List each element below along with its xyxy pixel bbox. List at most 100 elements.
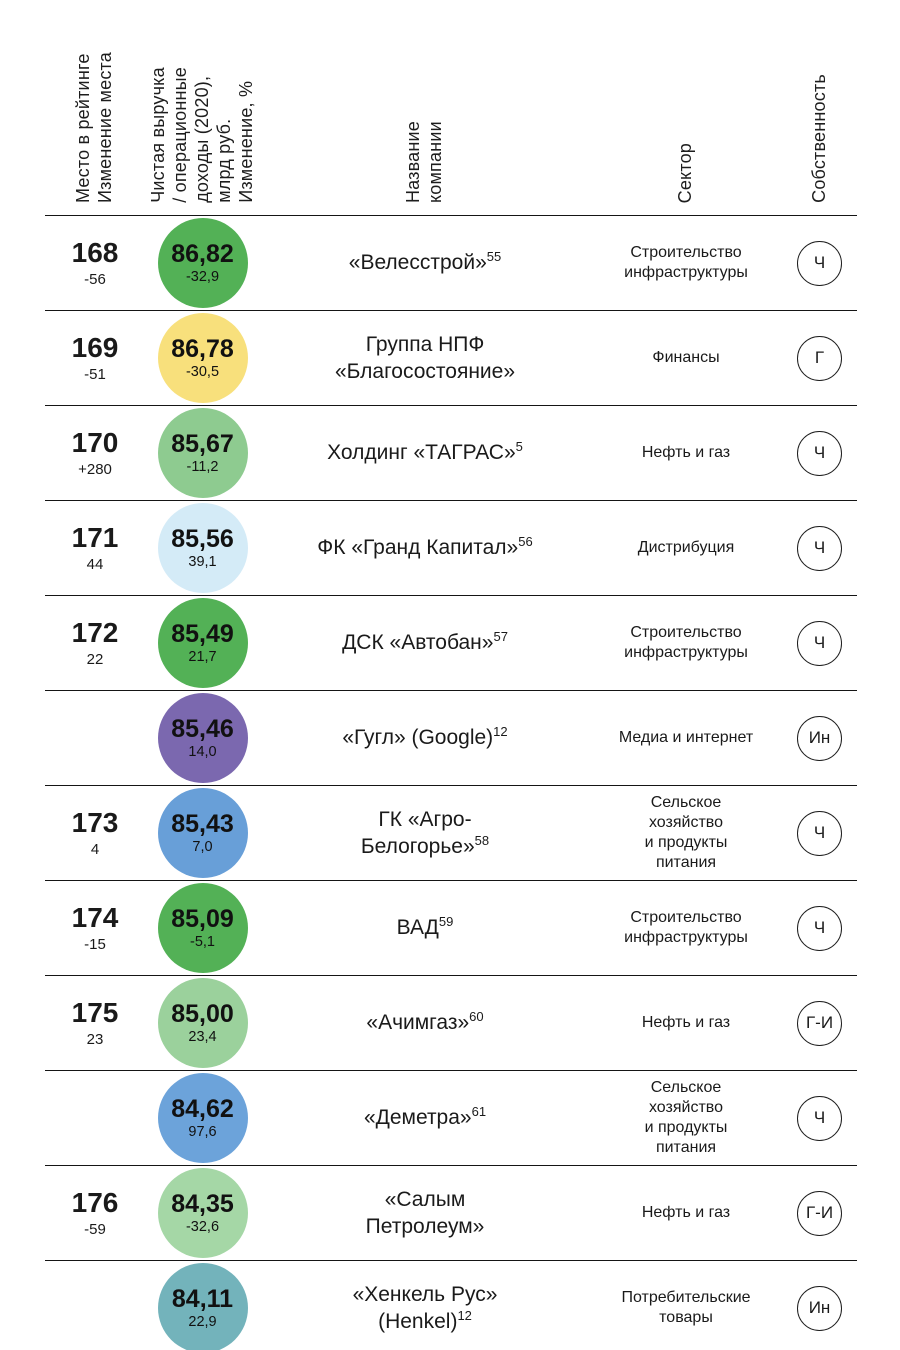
ownership-label: Ч: [813, 1108, 826, 1127]
ownership-label: Г: [814, 348, 825, 367]
sector-cell: Потребительские товары: [590, 1288, 782, 1328]
ownership-cell: Г: [782, 335, 857, 381]
company-cell: «Салым Петролеум»: [260, 1186, 590, 1241]
company-cell: «Хенкель Рус» (Henkel)12: [260, 1281, 590, 1336]
revenue-circle: 84,35 -32,6: [157, 1168, 248, 1258]
rank-change: +280: [78, 460, 112, 478]
sector-label: Потребительские товары: [621, 1289, 751, 1326]
company-footnote: 60: [469, 1009, 484, 1025]
ownership-cell: Ч: [782, 1095, 857, 1141]
revenue-cell: 85,67 -11,2: [145, 408, 260, 498]
revenue-change: 7,0: [192, 838, 213, 855]
sector-cell: Дистрибуция: [590, 538, 782, 558]
ownership-badge: Ч: [797, 240, 842, 286]
ownership-label: Г-И: [805, 1203, 834, 1222]
ownership-label: Ч: [813, 253, 826, 272]
revenue-cell: 84,11 22,9: [145, 1263, 260, 1350]
rank-value: 173: [71, 807, 119, 839]
company-name: ФК «Гранд Капитал»: [317, 536, 519, 560]
rank-cell: 175 23: [45, 997, 145, 1048]
company-footnote: 55: [486, 249, 502, 265]
ownership-badge: Г: [797, 335, 842, 381]
company-cell: «Велесстрой»55: [260, 249, 590, 276]
company-cell: «Гугл» (Google)12: [260, 724, 590, 751]
sector-cell: Медиа и интернет: [590, 728, 782, 748]
table-row: 84,62 97,6 «Деметра»61 Сельское хозяйств…: [45, 1070, 857, 1165]
company-cell: ВАД59: [260, 914, 590, 941]
company-footnote: 12: [457, 1308, 472, 1323]
revenue-cell: 86,82 -32,9: [145, 218, 260, 308]
sector-label: Строительство инфраструктуры: [624, 624, 748, 661]
company-name: «Гугл» (Google): [342, 726, 494, 750]
ownership-badge: Г-И: [797, 1190, 842, 1236]
revenue-change: 23,4: [188, 1028, 217, 1045]
rank-change: -15: [84, 935, 106, 953]
revenue-circle: 85,67 -11,2: [157, 408, 248, 498]
rank-value: 168: [71, 237, 119, 269]
revenue-value: 84,35: [171, 1190, 234, 1219]
revenue-circle: 85,00 23,4: [157, 978, 248, 1068]
company-cell: «Деметра»61: [260, 1104, 590, 1131]
sector-label: Медиа и интернет: [618, 729, 754, 746]
ownership-badge: Ч: [797, 1095, 842, 1141]
ownership-label: Ин: [808, 728, 831, 747]
sector-cell: Сельское хозяйство и продукты питания: [590, 1078, 782, 1158]
revenue-circle: 85,09 -5,1: [157, 883, 248, 973]
rank-change: 44: [86, 555, 104, 573]
company-footnote: 5: [515, 439, 523, 455]
revenue-value: 85,46: [171, 715, 234, 744]
table-row: 174 -15 85,09 -5,1 ВАД59 Строительство и…: [45, 880, 857, 975]
rank-change: -59: [84, 1220, 106, 1238]
revenue-circle: 86,78 -30,5: [157, 313, 248, 403]
rank-cell: [45, 1307, 145, 1310]
company-cell: ГК «Агро- Белогорье»58: [260, 806, 590, 861]
ownership-badge: Ч: [797, 525, 842, 571]
rank-value: 172: [71, 617, 119, 649]
rank-value: 175: [71, 997, 119, 1029]
header-rank-label: Место в рейтинге Изменение места: [73, 52, 115, 203]
rank-value: 176: [71, 1187, 119, 1219]
ownership-cell: Г-И: [782, 1000, 857, 1046]
revenue-change: 22,9: [188, 1313, 217, 1330]
company-name: Группа НПФ «Благосостояние»: [334, 332, 516, 383]
revenue-cell: 85,56 39,1: [145, 503, 260, 593]
header-cell-sector: Сектор: [590, 0, 782, 215]
revenue-value: 85,43: [171, 810, 234, 839]
ownership-badge: Ч: [797, 905, 842, 951]
company-cell: «Ачимгаз»60: [260, 1009, 590, 1036]
revenue-cell: 85,46 14,0: [145, 693, 260, 783]
company-rating-table: Место в рейтинге Изменение места Чистая …: [45, 0, 857, 1350]
revenue-circle: 85,56 39,1: [157, 503, 248, 593]
table-row: 85,46 14,0 «Гугл» (Google)12 Медиа и инт…: [45, 690, 857, 785]
rank-cell: 168 -56: [45, 237, 145, 288]
company-footnote: 59: [438, 914, 454, 930]
ownership-label: Ч: [813, 538, 826, 557]
sector-label: Строительство инфраструктуры: [624, 244, 748, 281]
revenue-value: 84,62: [171, 1095, 234, 1124]
revenue-circle: 85,43 7,0: [157, 788, 248, 878]
sector-label: Нефть и газ: [641, 1204, 731, 1221]
revenue-cell: 86,78 -30,5: [145, 313, 260, 403]
revenue-change: -5,1: [190, 933, 215, 950]
revenue-circle: 85,49 21,7: [157, 598, 248, 688]
revenue-change: 21,7: [188, 648, 217, 665]
company-name: «Ачимгаз»: [366, 1011, 470, 1035]
ownership-label: Ч: [813, 443, 826, 462]
sector-cell: Строительство инфраструктуры: [590, 623, 782, 663]
table-row: 175 23 85,00 23,4 «Ачимгаз»60 Нефть и га…: [45, 975, 857, 1070]
revenue-value: 86,82: [171, 240, 234, 269]
ownership-cell: Ч: [782, 810, 857, 856]
sector-cell: Нефть и газ: [590, 1013, 782, 1033]
company-name: ГК «Агро- Белогорье»: [360, 807, 475, 858]
table-row: 170 +280 85,67 -11,2 Холдинг «ТАГРАС»5 Н…: [45, 405, 857, 500]
sector-cell: Нефть и газ: [590, 1203, 782, 1223]
sector-label: Дистрибуция: [637, 539, 735, 556]
rank-cell: 169 -51: [45, 333, 145, 383]
company-cell: Группа НПФ «Благосостояние»: [260, 331, 590, 386]
rank-cell: 176 -59: [45, 1187, 145, 1238]
revenue-value: 85,09: [171, 905, 234, 934]
table-row: 171 44 85,56 39,1 ФК «Гранд Капитал»56 Д…: [45, 500, 857, 595]
ownership-badge: Ч: [797, 810, 842, 856]
revenue-cell: 85,09 -5,1: [145, 883, 260, 973]
ownership-cell: Ин: [782, 715, 857, 761]
